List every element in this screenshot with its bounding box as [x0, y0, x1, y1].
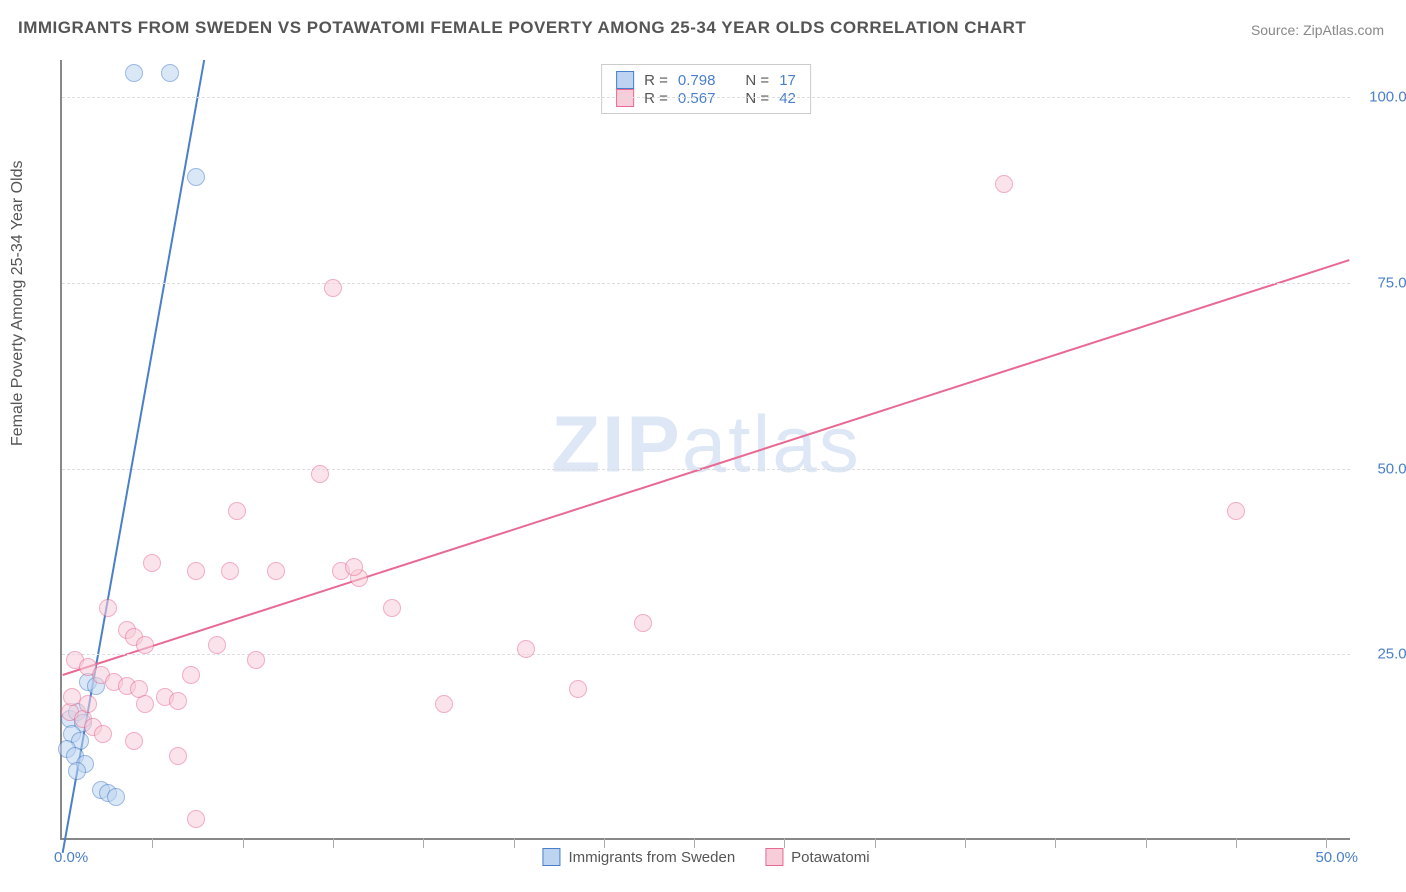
data-point-potawatomi: [267, 562, 285, 580]
source-attribution: Source: ZipAtlas.com: [1251, 22, 1384, 38]
x-tick: [965, 838, 966, 848]
data-point-potawatomi: [221, 562, 239, 580]
x-tick: [1146, 838, 1147, 848]
x-axis-max-label: 50.0%: [1315, 849, 1358, 866]
data-point-potawatomi: [182, 666, 200, 684]
data-point-potawatomi: [187, 810, 205, 828]
data-point-potawatomi: [345, 558, 363, 576]
data-point-potawatomi: [634, 614, 652, 632]
x-tick: [1236, 838, 1237, 848]
data-point-potawatomi: [208, 636, 226, 654]
data-point-potawatomi: [569, 680, 587, 698]
data-point-potawatomi: [995, 175, 1013, 193]
swatch-sweden: [616, 71, 634, 89]
data-point-potawatomi: [228, 502, 246, 520]
x-tick: [243, 838, 244, 848]
swatch-potawatomi: [765, 848, 783, 866]
x-tick: [604, 838, 605, 848]
y-tick-label: 75.0%: [1377, 274, 1406, 291]
x-tick: [694, 838, 695, 848]
y-axis-title: Female Poverty Among 25-34 Year Olds: [9, 161, 27, 447]
y-tick-label: 25.0%: [1377, 646, 1406, 663]
data-point-potawatomi: [79, 695, 97, 713]
legend-item-sweden: Immigrants from Sweden: [542, 848, 735, 866]
data-point-potawatomi: [125, 732, 143, 750]
legend-item-potawatomi: Potawatomi: [765, 848, 869, 866]
legend-label-sweden: Immigrants from Sweden: [568, 849, 735, 866]
x-tick: [1055, 838, 1056, 848]
data-point-potawatomi: [94, 725, 112, 743]
plot-area: ZIPatlas R = 0.798 N = 17 R = 0.567 N = …: [60, 60, 1350, 840]
legend-label-potawatomi: Potawatomi: [791, 849, 869, 866]
x-tick: [1326, 838, 1327, 848]
data-point-potawatomi: [383, 599, 401, 617]
x-axis-min-label: 0.0%: [54, 849, 88, 866]
y-tick-label: 100.0%: [1369, 89, 1406, 106]
legend-row-sweden: R = 0.798 N = 17: [616, 71, 796, 89]
x-tick: [152, 838, 153, 848]
data-point-potawatomi: [136, 695, 154, 713]
legend-r-value-sweden: 0.798: [678, 72, 716, 89]
x-tick: [333, 838, 334, 848]
data-point-potawatomi: [311, 465, 329, 483]
data-point-sweden: [161, 64, 179, 82]
data-point-potawatomi: [169, 747, 187, 765]
data-point-potawatomi: [1227, 502, 1245, 520]
data-point-sweden: [68, 762, 86, 780]
data-point-potawatomi: [169, 692, 187, 710]
data-point-potawatomi: [143, 554, 161, 572]
legend-n-value-sweden: 17: [779, 72, 796, 89]
data-point-potawatomi: [435, 695, 453, 713]
data-point-potawatomi: [324, 279, 342, 297]
y-tick-label: 50.0%: [1377, 460, 1406, 477]
data-point-sweden: [125, 64, 143, 82]
gridline: [62, 283, 1350, 284]
x-tick: [875, 838, 876, 848]
x-tick: [784, 838, 785, 848]
data-point-potawatomi: [247, 651, 265, 669]
data-point-sweden: [187, 168, 205, 186]
data-point-potawatomi: [99, 599, 117, 617]
chart-title: IMMIGRANTS FROM SWEDEN VS POTAWATOMI FEM…: [18, 18, 1026, 38]
data-point-potawatomi: [136, 636, 154, 654]
series-legend: Immigrants from Sweden Potawatomi: [542, 848, 869, 866]
x-tick: [423, 838, 424, 848]
trend-lines-layer: [62, 60, 1350, 838]
trend-line-potawatomi: [63, 260, 1350, 675]
swatch-sweden: [542, 848, 560, 866]
legend-r-label: R =: [644, 72, 668, 89]
legend-n-label: N =: [745, 72, 769, 89]
gridline: [62, 469, 1350, 470]
data-point-potawatomi: [187, 562, 205, 580]
data-point-potawatomi: [517, 640, 535, 658]
correlation-legend: R = 0.798 N = 17 R = 0.567 N = 42: [601, 64, 811, 114]
gridline: [62, 97, 1350, 98]
x-tick: [514, 838, 515, 848]
data-point-sweden: [107, 788, 125, 806]
